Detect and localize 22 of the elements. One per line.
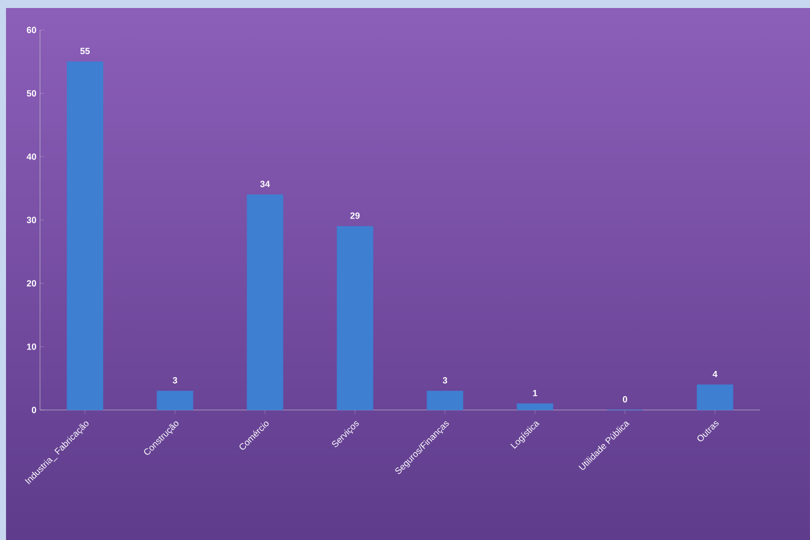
- y-tick-label: 0: [32, 406, 36, 414]
- data-label: 34: [260, 180, 270, 188]
- bar: [156, 390, 194, 410]
- data-label: 3: [172, 377, 178, 384]
- data-label: 4: [712, 370, 718, 378]
- data-label: 55: [80, 48, 90, 54]
- y-tick-label: 50: [26, 90, 36, 97]
- bar: [696, 384, 734, 410]
- bar: [246, 194, 284, 410]
- data-label: 0: [622, 396, 628, 402]
- y-tick-label: 10: [27, 343, 36, 350]
- data-label: 29: [350, 212, 360, 219]
- y-tick-label: 20: [26, 280, 36, 286]
- bar: [516, 403, 554, 410]
- data-label: 3: [442, 377, 448, 384]
- y-tick-label: 60: [26, 26, 36, 34]
- data-label: 1: [533, 390, 538, 396]
- bar: [336, 226, 374, 410]
- bar: [426, 390, 464, 410]
- y-tick-label: 40: [26, 153, 36, 160]
- bar: [66, 61, 104, 410]
- y-tick-label: 30: [26, 216, 36, 224]
